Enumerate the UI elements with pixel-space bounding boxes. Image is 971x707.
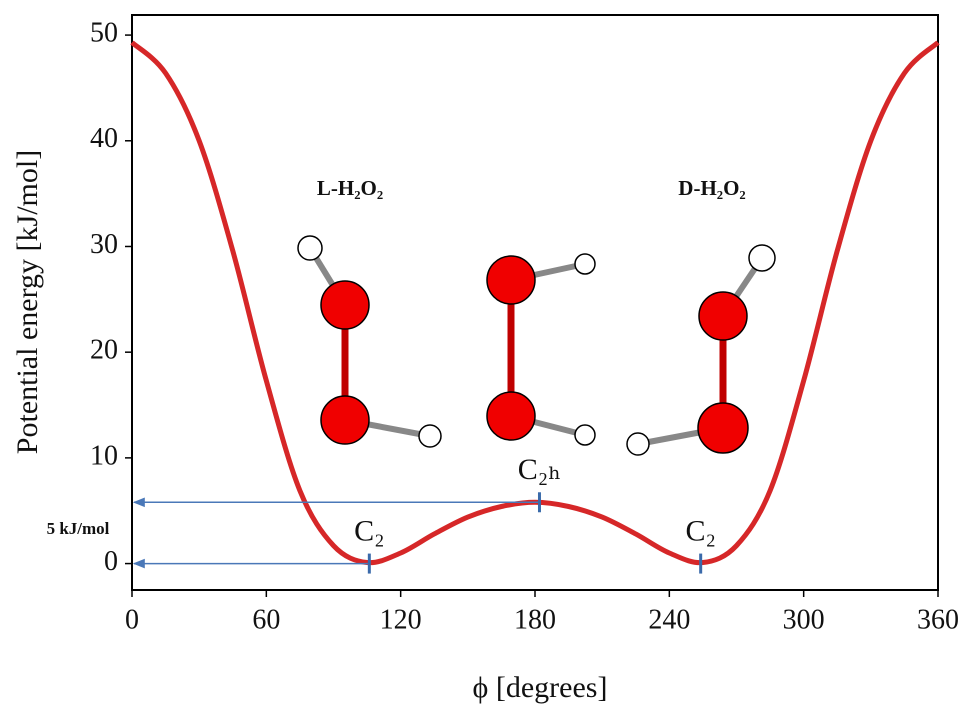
y-tick-label: 40 — [90, 123, 118, 154]
x-tick-label: 60 — [252, 604, 280, 635]
x-tick-label: 240 — [648, 604, 690, 635]
y-tick-label: 20 — [90, 335, 118, 366]
molecule-d — [626, 244, 776, 456]
y-tick-label: 10 — [90, 440, 118, 471]
y-tick-label: 0 — [104, 546, 118, 577]
molecule-label: D-H₂O₂ — [678, 176, 745, 200]
molecule-l — [297, 235, 442, 448]
x-tick-label: 0 — [125, 604, 139, 635]
barrier-label: 5 kJ/mol — [47, 519, 110, 538]
x-axis-label: ϕ [degrees] — [473, 671, 608, 704]
x-tick-label: 300 — [783, 604, 825, 635]
annotation: C₂ — [685, 514, 715, 547]
annotation: C₂ₕ — [518, 453, 561, 486]
annotation: C₂ — [354, 514, 384, 547]
y-tick-label: 50 — [90, 18, 118, 49]
y-axis-label: Potential energy [kJ/mol] — [11, 150, 44, 454]
x-tick-label: 120 — [380, 604, 422, 635]
molecule-c2h — [486, 253, 596, 446]
x-tick-label: 180 — [514, 604, 556, 635]
x-tick-label: 360 — [917, 604, 959, 635]
y-tick-label: 30 — [90, 229, 118, 260]
molecule-label: L-H₂O₂ — [317, 176, 383, 200]
